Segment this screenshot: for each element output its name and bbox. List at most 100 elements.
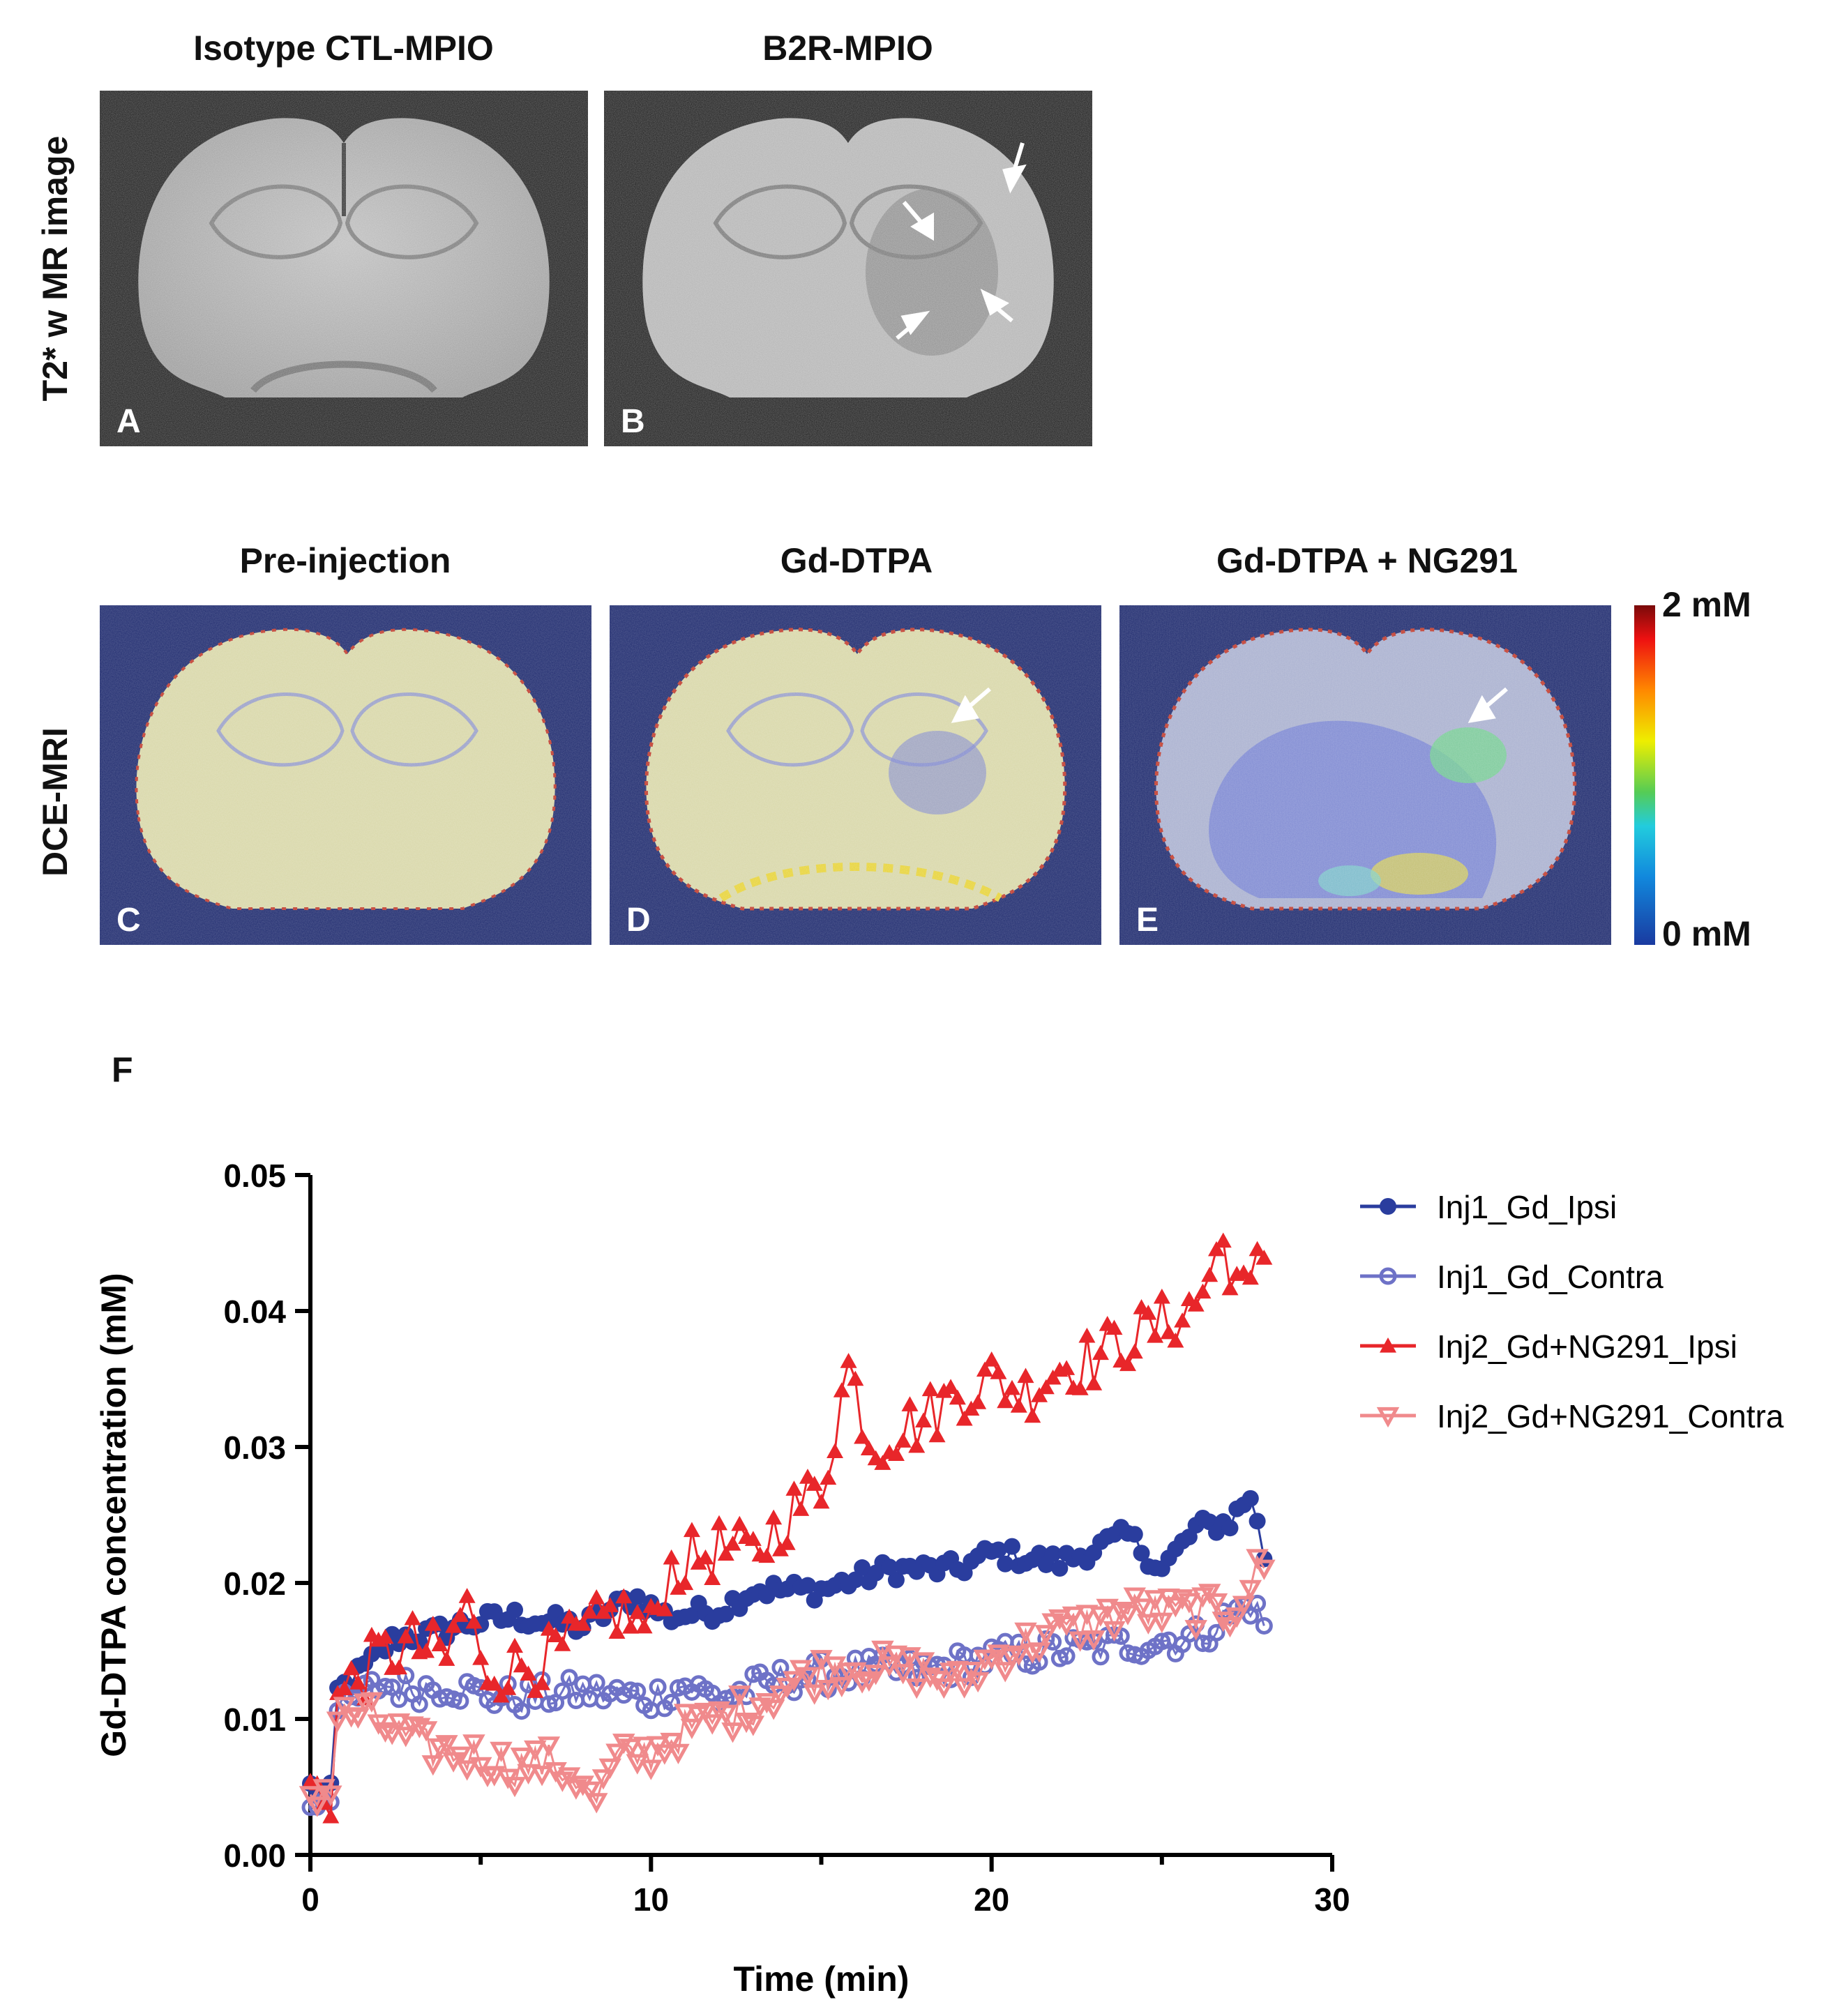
data-point <box>1037 1379 1055 1395</box>
data-point <box>591 1769 615 1790</box>
data-point <box>1044 1369 1062 1385</box>
data-point <box>571 1775 594 1796</box>
data-point <box>887 1446 905 1462</box>
data-point <box>1249 1513 1266 1530</box>
data-point <box>1103 1621 1126 1642</box>
data-point <box>1219 1617 1242 1638</box>
data-point <box>374 1722 397 1743</box>
panel-d-letter: D <box>626 902 651 939</box>
row1-label: T2* w MR image <box>36 135 75 402</box>
data-point <box>1119 1356 1136 1372</box>
panel-d-title: Gd-DTPA <box>780 541 933 580</box>
data-point <box>1092 1344 1109 1361</box>
data-point <box>1123 1587 1147 1608</box>
data-point <box>806 1476 823 1491</box>
data-point <box>1007 1645 1030 1667</box>
panel-a-title: Isotype CTL-MPIO <box>193 29 494 68</box>
data-point <box>1221 1519 1239 1537</box>
data-point <box>1076 1605 1099 1625</box>
data-point <box>771 1658 790 1676</box>
data-point <box>605 1743 628 1764</box>
legend-marker <box>1380 1337 1396 1353</box>
data-point <box>448 1746 472 1767</box>
data-point <box>394 1727 417 1748</box>
legend-item: Inj2_Gd+NG291_Contra <box>1360 1398 1784 1434</box>
series-Inj2_Gd+NG291_Contra <box>299 1549 1276 1817</box>
data-point <box>949 1389 966 1405</box>
data-point <box>778 1535 796 1550</box>
data-point <box>1212 1612 1235 1632</box>
data-point <box>1140 1305 1157 1320</box>
data-point <box>306 1796 329 1817</box>
panel-c-title: Pre-injection <box>239 541 451 580</box>
data-point <box>1082 1630 1106 1651</box>
data-point <box>1092 1648 1110 1666</box>
data-point <box>472 1650 490 1665</box>
data-point <box>707 1701 731 1722</box>
data-point <box>1027 1642 1051 1663</box>
data-point <box>680 1718 704 1739</box>
x-tick-label: 10 <box>633 1881 669 1918</box>
data-point <box>704 1570 721 1585</box>
data-point <box>574 1616 591 1631</box>
data-point <box>724 1536 741 1551</box>
data-point <box>1194 1283 1212 1299</box>
y-tick-label: 0.02 <box>223 1566 286 1602</box>
data-point <box>319 1785 342 1806</box>
data-point <box>1246 1549 1269 1570</box>
data-point <box>942 1379 960 1395</box>
data-point <box>983 1351 1000 1367</box>
data-point <box>628 1682 647 1700</box>
data-point <box>431 1636 448 1651</box>
data-point <box>847 1571 864 1589</box>
data-point <box>765 1509 783 1525</box>
data-point <box>458 1588 476 1603</box>
legend-label: Inj1_Gd_Ipsi <box>1437 1189 1617 1225</box>
data-point <box>622 1619 640 1634</box>
data-point <box>1062 1606 1085 1627</box>
data-point <box>871 1640 894 1662</box>
data-point <box>997 1555 1014 1572</box>
panel-d-image: D <box>610 605 1101 945</box>
data-point <box>857 1671 881 1692</box>
data-point <box>820 1469 837 1485</box>
data-point <box>1133 1545 1150 1562</box>
data-point <box>1031 1387 1048 1402</box>
data-point <box>700 1714 724 1735</box>
data-point <box>1242 1490 1259 1507</box>
legend-label: Inj1_Gd_Contra <box>1437 1259 1664 1295</box>
legend-marker <box>1380 1198 1396 1215</box>
data-point <box>633 1736 656 1757</box>
data-point <box>792 1501 810 1516</box>
data-point <box>649 1678 667 1696</box>
data-point <box>397 1667 415 1685</box>
panel-e-title: Gd-DTPA + NG291 <box>1216 541 1518 580</box>
data-point <box>510 1748 534 1768</box>
data-point <box>731 1515 748 1531</box>
data-point <box>946 1660 970 1682</box>
panel-a-letter: A <box>116 403 141 440</box>
data-point <box>530 1766 554 1787</box>
data-point <box>492 1687 510 1703</box>
data-point <box>660 1732 683 1754</box>
data-point <box>1153 1288 1170 1304</box>
data-point <box>628 1588 646 1605</box>
series-Inj2_Gd+NG291_Ipsi <box>302 1232 1273 1824</box>
data-point <box>640 1759 663 1780</box>
data-point <box>581 1603 598 1619</box>
data-point <box>578 1781 601 1802</box>
data-point <box>1024 1407 1041 1423</box>
data-point <box>734 1712 758 1734</box>
data-point <box>1078 1327 1096 1343</box>
data-point <box>1085 1375 1103 1390</box>
data-point <box>908 1437 926 1453</box>
data-point <box>683 1522 700 1538</box>
data-point <box>915 1412 932 1427</box>
data-point <box>628 1604 646 1619</box>
data-point <box>329 1685 347 1700</box>
data-point <box>485 1675 503 1691</box>
data-point <box>990 1364 1007 1379</box>
arrow-icon <box>1468 687 1508 723</box>
data-point <box>656 1601 673 1616</box>
data-point <box>990 1541 1007 1559</box>
